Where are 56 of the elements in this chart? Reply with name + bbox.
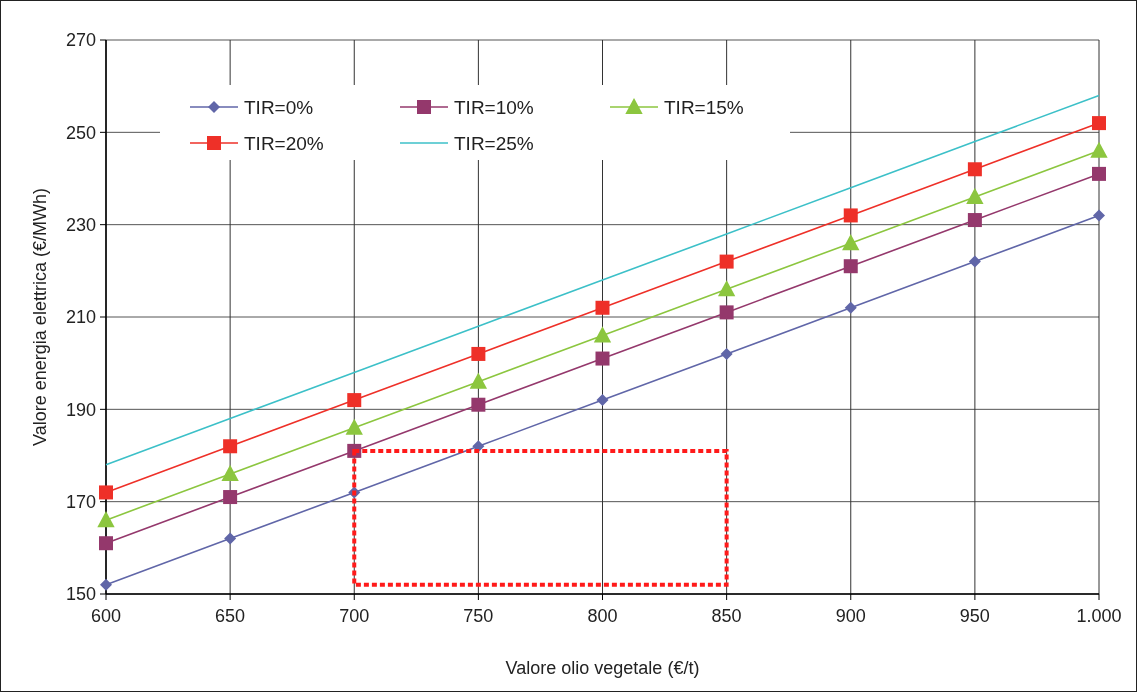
y-tick-label: 230 (65, 214, 96, 235)
point (222, 465, 239, 481)
point (1091, 142, 1107, 158)
point (224, 532, 237, 545)
point (844, 301, 857, 314)
point (967, 162, 982, 177)
point (842, 235, 859, 251)
point (98, 512, 114, 528)
point (1093, 209, 1105, 222)
point (595, 300, 610, 315)
x-tick-label: 900 (835, 606, 866, 626)
point (966, 188, 983, 204)
point (99, 536, 113, 551)
point (471, 346, 486, 361)
x-tick-label: 850 (711, 606, 742, 626)
y-tick-label: 190 (65, 399, 96, 420)
legend-label: TIR=10% (454, 96, 534, 118)
y-tick-label: 210 (65, 307, 96, 328)
x-tick-label: 600 (90, 606, 122, 626)
point (719, 254, 734, 269)
y-tick-label: 150 (65, 584, 96, 605)
legend-label: TIR=0% (244, 96, 314, 118)
point (595, 351, 610, 366)
point (470, 373, 487, 389)
x-axis-title: Valore olio vegetale (€/t) (505, 658, 700, 678)
y-axis-title: Valore energia elettrica (€/MWh) (30, 188, 50, 446)
y-tick-label: 170 (65, 491, 96, 512)
x-tick-label: 750 (463, 606, 494, 626)
point (471, 397, 486, 412)
point (968, 255, 981, 268)
x-tick-label: 700 (339, 606, 370, 626)
x-tick-label: 800 (587, 606, 618, 626)
point (843, 208, 858, 223)
x-tick-label: 1.000 (1076, 606, 1122, 626)
point (223, 439, 238, 454)
point (594, 327, 611, 343)
legend-label: TIR=15% (664, 96, 744, 118)
point (720, 347, 733, 360)
y-tick-label: 250 (65, 122, 96, 143)
point (967, 213, 982, 228)
x-tick-label: 650 (215, 606, 246, 626)
point (99, 485, 113, 500)
y-tick-label: 270 (65, 30, 96, 51)
point (843, 259, 858, 274)
legend-label: TIR=20% (244, 132, 324, 154)
point (1092, 116, 1106, 131)
point (719, 305, 734, 320)
legend-label: TIR=25% (454, 132, 534, 154)
point (223, 490, 238, 505)
point (347, 393, 362, 408)
point (1092, 166, 1106, 181)
point (346, 419, 363, 435)
point (596, 394, 609, 407)
point (100, 578, 112, 591)
point (718, 281, 735, 297)
x-tick-label: 950 (959, 606, 990, 626)
